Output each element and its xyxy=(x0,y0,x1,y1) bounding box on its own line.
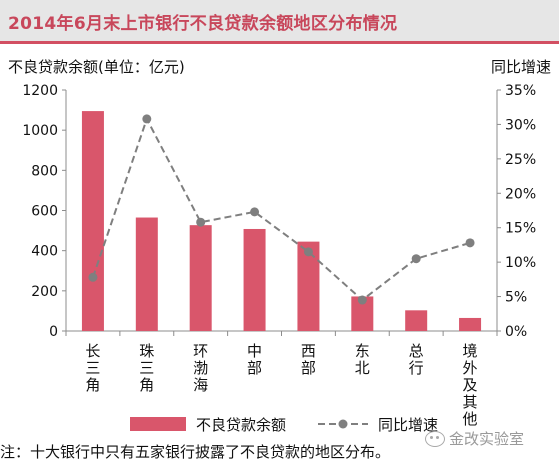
x-tick-label: 北 xyxy=(355,359,370,377)
left-axis-label: 不良贷款余额(单位：亿元) xyxy=(8,58,185,76)
bar xyxy=(297,241,320,331)
left-tick-label: 800 xyxy=(31,163,58,179)
x-tick-label: 及 xyxy=(463,376,478,394)
right-axis-label: 同比增速 xyxy=(490,58,551,76)
x-tick-label: 三 xyxy=(139,359,154,377)
bar xyxy=(351,296,374,331)
bar xyxy=(405,310,428,331)
x-tick-label: 行 xyxy=(409,359,424,377)
watermark-text: 金改实验室 xyxy=(449,430,525,448)
line-point xyxy=(142,114,152,124)
bar xyxy=(81,111,104,332)
left-tick-label: 1000 xyxy=(22,123,58,139)
x-tick-label: 东 xyxy=(355,342,370,360)
footnote: 注：十大银行中只有五家银行披露了不良贷款的地区分布。 xyxy=(0,443,391,461)
x-tick-label: 他 xyxy=(463,410,478,428)
line-point xyxy=(250,207,260,217)
x-tick-label: 部 xyxy=(247,359,262,377)
legend-line-marker xyxy=(338,419,348,429)
x-tick-label: 其 xyxy=(463,393,478,411)
chart-title: 2014年6月末上市银行不良贷款余额地区分布情况 xyxy=(8,14,398,34)
x-tick-label: 部 xyxy=(301,359,316,377)
x-tick-label: 总 xyxy=(409,342,424,360)
legend-bar-label: 不良贷款余额 xyxy=(196,416,286,434)
line-point xyxy=(465,238,475,248)
x-tick-label: 西 xyxy=(301,342,316,360)
left-tick-label: 600 xyxy=(31,204,58,220)
right-tick-label: 25% xyxy=(505,152,536,168)
bar xyxy=(135,217,158,331)
bar xyxy=(459,317,482,331)
title-underline xyxy=(0,41,559,44)
line-point xyxy=(303,247,313,257)
left-tick-label: 0 xyxy=(49,324,58,340)
legend-bar-swatch xyxy=(130,417,186,431)
right-tick-label: 10% xyxy=(505,255,536,271)
x-tick-label: 角 xyxy=(85,376,100,394)
x-tick-label: 长 xyxy=(85,342,100,360)
x-tick-label: 角 xyxy=(139,376,154,394)
line-point xyxy=(357,295,367,305)
left-tick-label: 400 xyxy=(31,244,58,260)
right-tick-label: 15% xyxy=(505,221,536,237)
right-tick-label: 0% xyxy=(505,324,527,340)
line-point xyxy=(196,217,206,227)
x-tick-label: 海 xyxy=(193,376,208,394)
x-tick-label: 珠 xyxy=(139,342,154,360)
bar xyxy=(189,225,212,331)
legend-line-label: 同比增速 xyxy=(378,416,438,434)
line-point xyxy=(88,272,98,282)
x-tick-label: 外 xyxy=(463,359,478,377)
x-tick-label: 环 xyxy=(193,342,208,360)
title-bar: 2014年6月末上市银行不良贷款余额地区分布情况 xyxy=(0,0,559,44)
x-tick-label: 中 xyxy=(247,342,262,360)
x-tick-label: 渤 xyxy=(193,359,208,377)
right-tick-label: 35% xyxy=(505,83,536,99)
right-tick-label: 20% xyxy=(505,186,536,202)
wechat-icon xyxy=(425,430,445,447)
growth-line xyxy=(91,116,471,302)
x-tick-label: 境 xyxy=(463,342,478,360)
x-tick-label: 三 xyxy=(85,359,100,377)
line-point xyxy=(411,254,421,264)
right-tick-label: 5% xyxy=(505,290,527,306)
right-tick-label: 30% xyxy=(505,117,536,133)
left-tick-label: 1200 xyxy=(22,83,58,99)
bar xyxy=(243,228,266,331)
left-tick-label: 200 xyxy=(31,284,58,300)
watermark: 金改实验室 xyxy=(425,428,524,449)
